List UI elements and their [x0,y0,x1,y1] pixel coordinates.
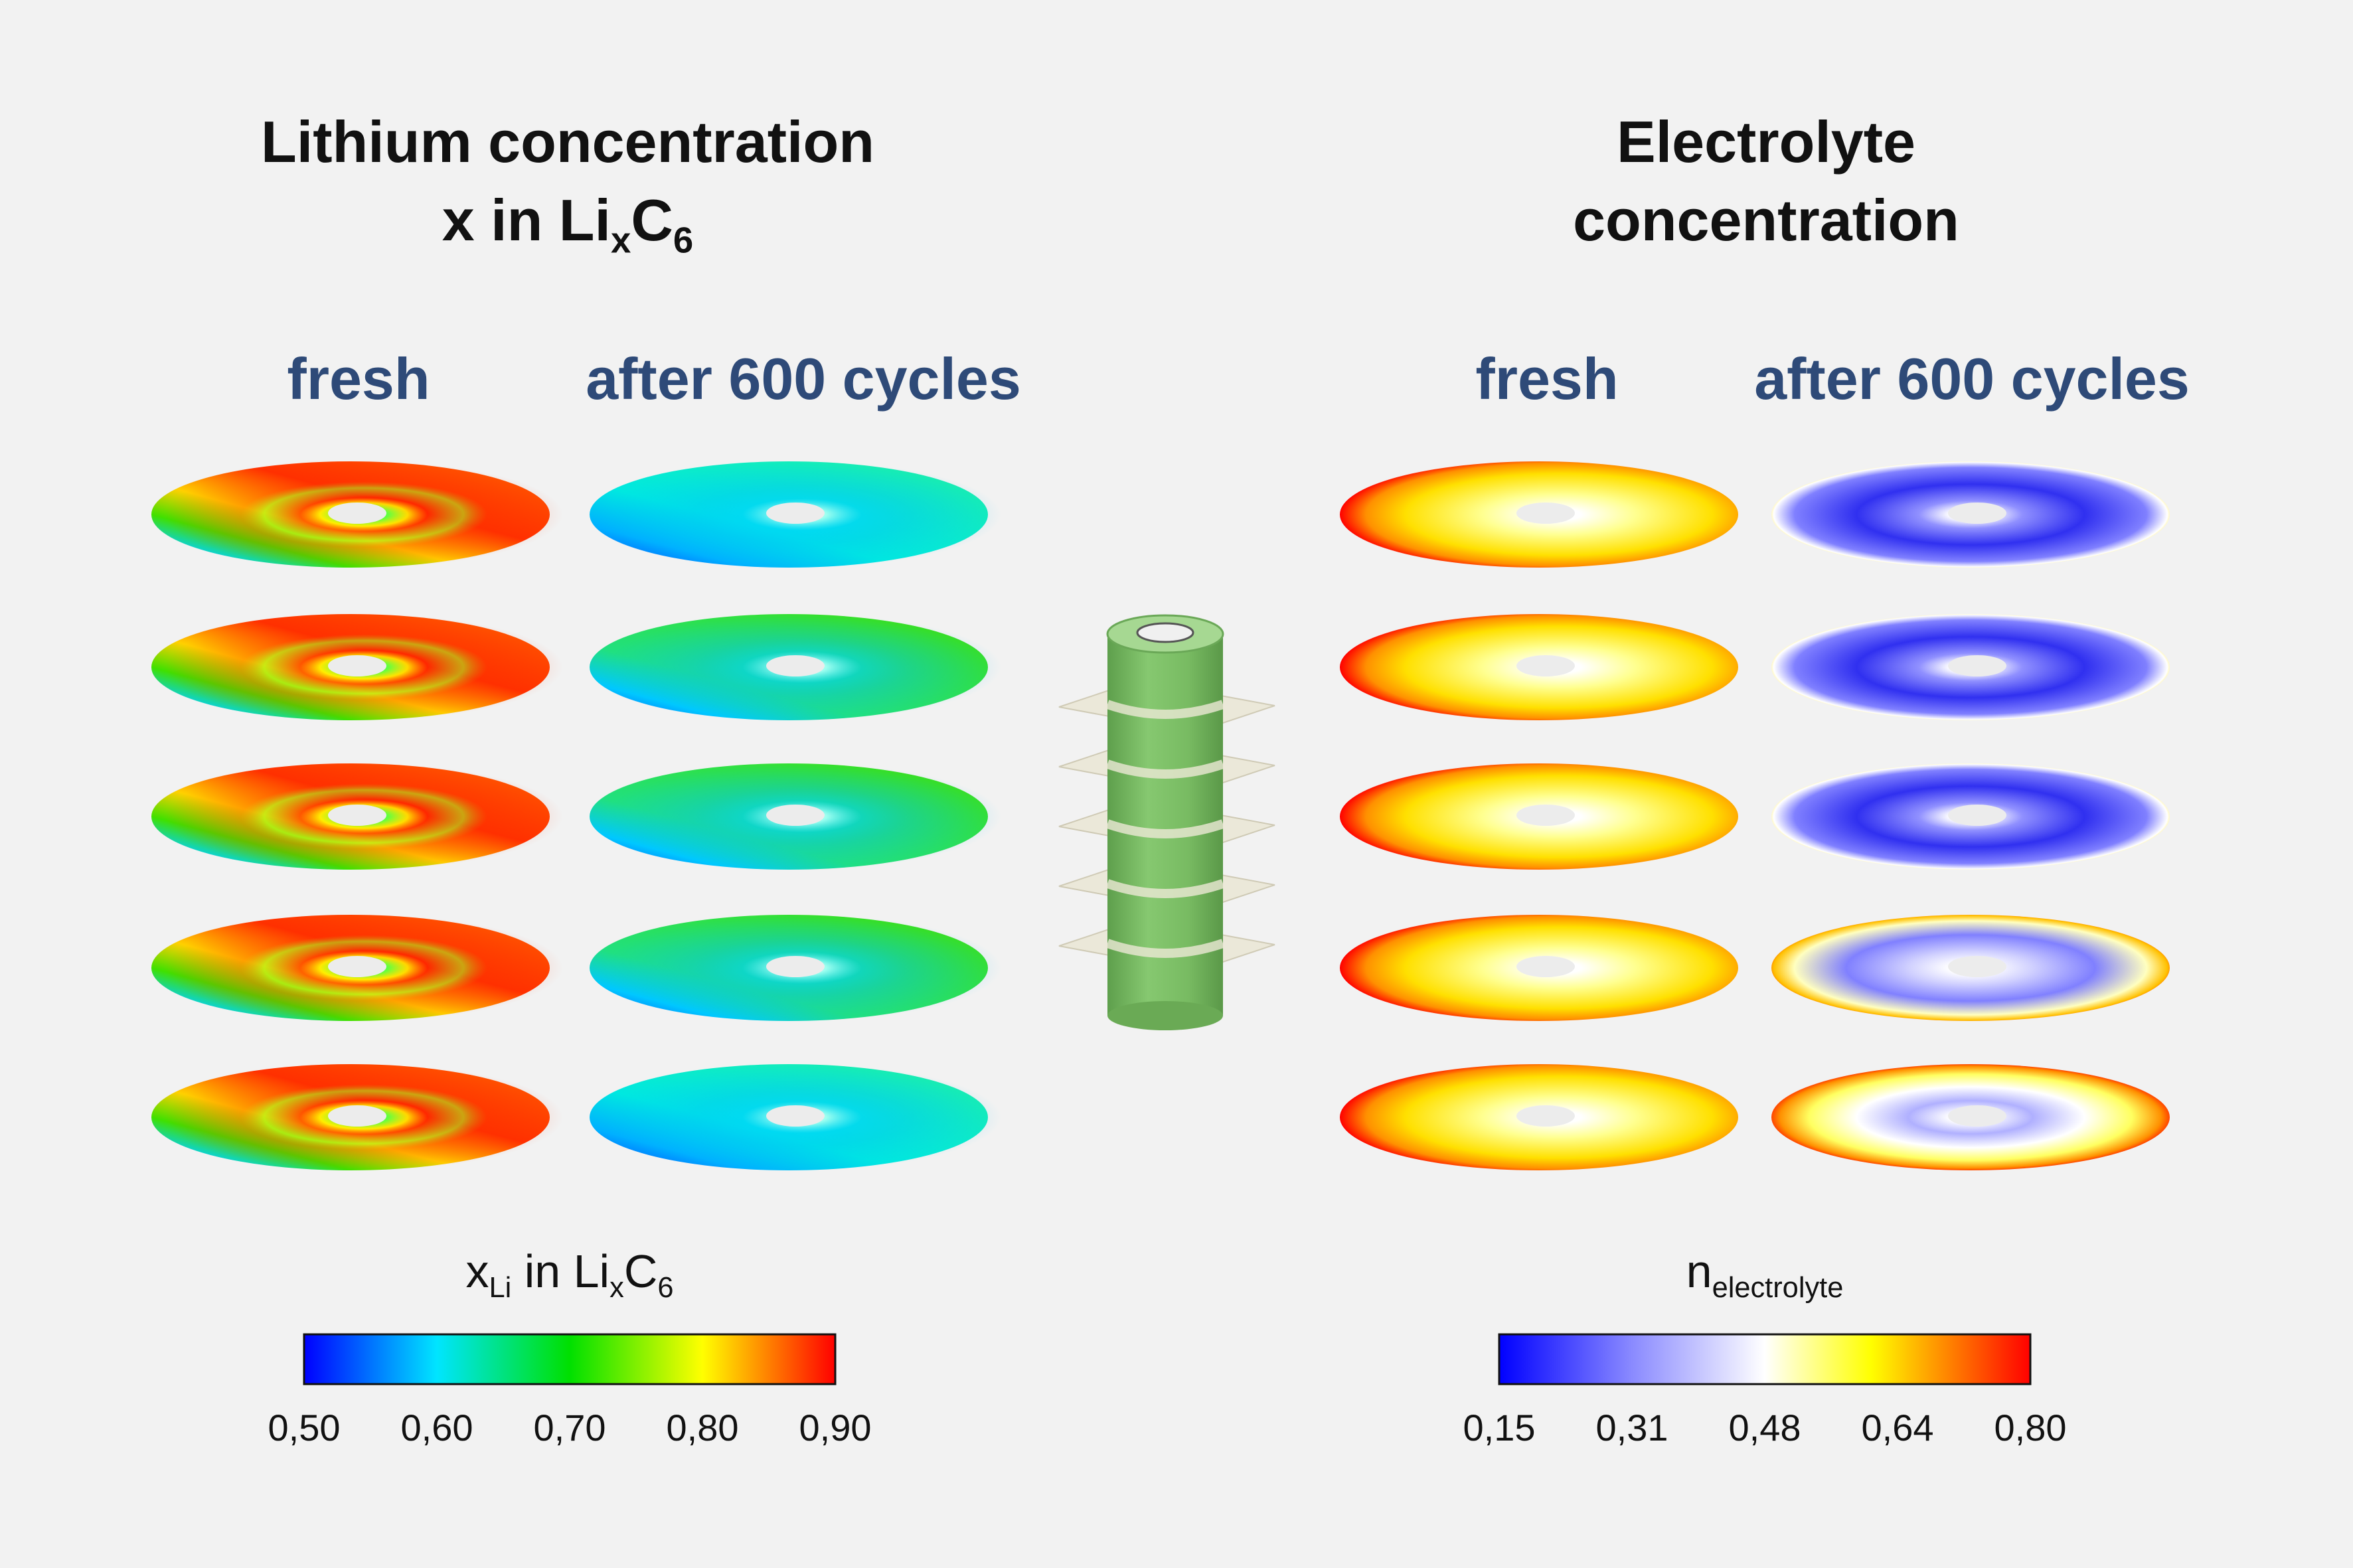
electrolyte-fresh-disc [1340,1064,1738,1170]
left-col-fresh-label: fresh [287,346,430,412]
slice-intersection [1105,879,1225,898]
lithium-tick-label: 0,70 [533,1407,606,1449]
lithium-aged-disc [590,614,1001,720]
electrolyte-tick-label: 0,15 [1463,1407,1536,1449]
slice-intersection [1105,700,1225,719]
left-col-aged-label: after 600 cycles [586,346,1021,412]
battery-cell-illustration [1058,614,1275,1030]
right-col-aged-label: after 600 cycles [1754,346,2190,412]
electrolyte-aged-disc [1771,763,2170,870]
lithium-tick-label: 0,50 [268,1407,341,1449]
electrolyte-aged-disc [1771,915,2170,1021]
left-title-line1: Lithium concentration [261,109,874,175]
right-col-fresh-label: fresh [1475,346,1619,412]
cell-terminal [1136,622,1194,643]
lithium-colorbar [303,1333,837,1385]
disc-center-hole [1516,805,1575,826]
slice-intersection [1105,819,1225,838]
right-title-line1: Electrolyte [1617,109,1915,175]
lithium-aged-disc [590,1064,1001,1170]
disc-center-hole [766,956,825,977]
cell-bottom [1107,1001,1223,1030]
lithium-tick-label: 0,60 [400,1407,473,1449]
lithium-fresh-disc [151,461,563,568]
lithium-tick-label: 0,80 [666,1407,739,1449]
left-panel-title: Lithium concentration x in LixC6 [133,103,1003,280]
disc-center-hole [1948,1105,2006,1127]
right-panel-title: Electrolyte concentration [1328,103,2204,260]
disc-grid [151,461,2170,1170]
disc-center-hole [328,956,386,977]
disc-center-hole [328,1105,386,1127]
right-title-line2: concentration [1573,187,1959,253]
lithium-fresh-disc [151,1064,563,1170]
electrolyte-fresh-disc [1340,763,1738,870]
electrolyte-fresh-disc [1340,915,1738,1021]
electrolyte-aged-disc [1771,461,2170,568]
lithium-tick-label: 0,90 [799,1407,872,1449]
lithium-fresh-disc [151,614,563,720]
disc-center-hole [1948,805,2006,826]
electrolyte-colorbar-label: nelectrolyte [1686,1245,1844,1304]
disc-center-hole [766,805,825,826]
lithium-aged-disc [590,915,1001,1021]
lithium-aged-disc [590,763,1001,870]
disc-center-hole [766,1105,825,1127]
disc-center-hole [1516,1105,1575,1127]
electrolyte-fresh-disc [1340,614,1738,720]
disc-center-hole [1516,956,1575,977]
electrolyte-tick-label: 0,80 [1994,1407,2067,1449]
disc-center-hole [1948,956,2006,977]
electrolyte-colorbar [1498,1333,2032,1385]
disc-center-hole [766,503,825,524]
disc-center-hole [766,655,825,676]
electrolyte-fresh-disc [1340,461,1738,568]
electrolyte-tick-label: 0,31 [1595,1407,1668,1449]
electrolyte-aged-disc [1771,614,2170,720]
lithium-colorbar-label: xLi in LixC6 [465,1245,674,1304]
lithium-fresh-disc [151,915,563,1021]
disc-center-hole [328,805,386,826]
disc-center-hole [1516,503,1575,524]
disc-center-hole [1948,655,2006,676]
lithium-fresh-disc [151,763,563,870]
left-title-line2: x in LixC6 [442,187,694,261]
electrolyte-aged-disc [1771,1064,2170,1170]
disc-center-hole [1948,503,2006,524]
disc-center-hole [328,503,386,524]
lithium-aged-disc [590,461,1001,568]
disc-center-hole [1516,655,1575,676]
electrolyte-tick-label: 0,64 [1861,1407,1934,1449]
electrolyte-tick-label: 0,48 [1728,1407,1801,1449]
slice-intersection [1105,939,1225,958]
slice-intersection [1105,759,1225,779]
disc-center-hole [328,655,386,676]
